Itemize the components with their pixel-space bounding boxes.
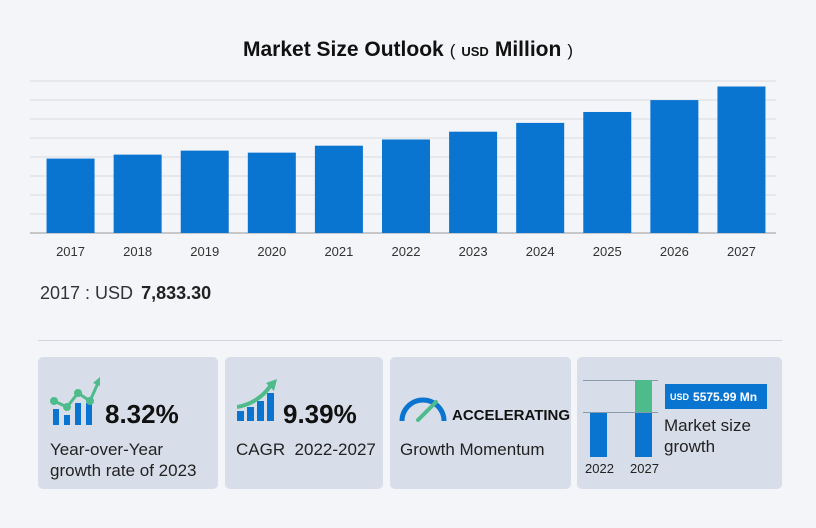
cagr-label: CAGR 2022-2027 xyxy=(236,440,376,459)
momentum-label: Growth Momentum xyxy=(400,440,545,459)
x-tick-label: 2025 xyxy=(593,244,622,259)
x-tick-label: 2027 xyxy=(727,244,756,259)
bar-2019 xyxy=(180,150,229,233)
bar-chart: 2017 2018 2019 2020 2021 2022 2023 2024 2025 2026… xyxy=(30,80,776,259)
mini-bar-2027 xyxy=(635,413,652,457)
x-tick-label: 2022 xyxy=(392,244,421,259)
mini-grid-top xyxy=(583,380,658,381)
card-growth: 2022 2027 USD 5575.99 Mn Market size gro… xyxy=(577,357,782,489)
badge-unit: USD xyxy=(670,391,690,402)
readout-label: 2017 : USD xyxy=(40,283,134,303)
yoy-label-2: growth rate of 2023 xyxy=(50,461,197,480)
unit-prefix: USD xyxy=(461,44,489,59)
x-tick-label: 2024 xyxy=(526,244,555,259)
badge-value: 5575.99 Mn xyxy=(693,389,758,404)
growth-label-1: Market size xyxy=(664,416,751,435)
growth-arrow-icon xyxy=(237,379,277,421)
x-tick-label: 2026 xyxy=(660,244,689,259)
growth-label-2: growth xyxy=(664,437,716,456)
yoy-label-1: Year-over-Year xyxy=(50,440,164,459)
readout-value: 7,833.30 xyxy=(141,283,212,303)
chart-title: Market Size Outlook USD Million xyxy=(0,38,816,62)
bar-2021 xyxy=(314,145,363,233)
card-yoy: 8.32% Year-over-Year growth rate of 2023 xyxy=(38,357,218,489)
card-cagr: 9.39% CAGR 2022-2027 xyxy=(225,357,383,489)
divider xyxy=(38,340,782,341)
x-tick-label: 2023 xyxy=(459,244,488,259)
bar-chart-trend-icon xyxy=(50,377,100,425)
bar-2025 xyxy=(583,111,632,233)
speedometer-icon xyxy=(399,397,447,422)
x-tick-label: 2017 xyxy=(56,244,85,259)
mini-grid-mid xyxy=(583,412,658,413)
bar-2026 xyxy=(650,100,699,233)
mini-bar-2022 xyxy=(590,413,607,457)
x-tick-label: 2019 xyxy=(190,244,219,259)
mini-bar-growth xyxy=(635,380,652,412)
bar-2027 xyxy=(717,86,766,233)
card-momentum: ACCELERATING Growth Momentum xyxy=(390,357,571,489)
momentum-value: ACCELERATING xyxy=(452,407,571,424)
yoy-value: 8.32% xyxy=(105,399,179,429)
cagr-value: 9.39% xyxy=(283,399,357,429)
x-tick-label: 2018 xyxy=(123,244,152,259)
x-tick-label: 2020 xyxy=(257,244,286,259)
mini-year-end: 2027 xyxy=(630,461,659,476)
growth-badge: USD 5575.99 Mn xyxy=(665,384,767,409)
unit: Million xyxy=(494,38,562,61)
bar-2023 xyxy=(449,131,498,233)
bar-2024 xyxy=(516,122,565,233)
mini-year-start: 2022 xyxy=(585,461,614,476)
bar-2017 xyxy=(46,158,95,233)
value-readout: 2017 : USD 7,833.30 xyxy=(40,283,211,304)
bar-2018 xyxy=(113,154,162,233)
bar-2020 xyxy=(247,152,296,233)
title-text: Market Size Outlook xyxy=(242,38,444,61)
bar-2022 xyxy=(382,139,430,233)
x-tick-label: 2021 xyxy=(324,244,353,259)
